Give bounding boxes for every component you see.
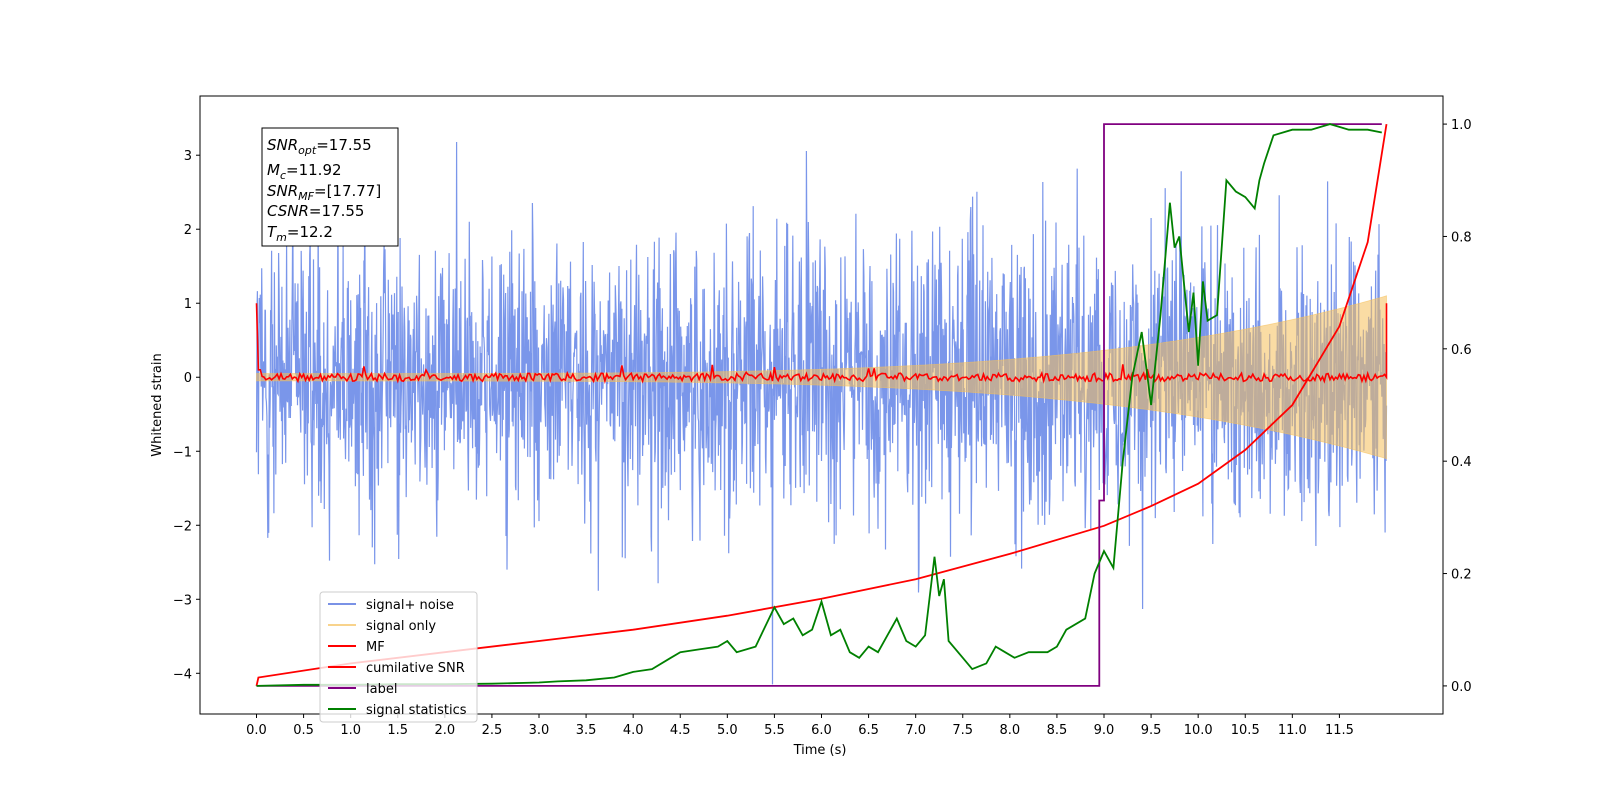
x-tick-label: 11.5	[1325, 723, 1354, 738]
y-axis-right: 1.0 0.8 0.6 0.4 0.2 0.0	[1443, 118, 1472, 695]
y2-tick-label: 0.6	[1451, 343, 1472, 358]
legend-label-mf: MF	[366, 640, 385, 655]
y-tick-label: 3	[184, 149, 192, 164]
annotation-box: SNRopt=17.55 Mc=11.92 SNRMF=[17.77] CSNR…	[261, 127, 399, 247]
x-tick-label: 9.0	[1094, 723, 1115, 738]
x-tick-label: 4.0	[623, 723, 644, 738]
y-tick-label: −2	[173, 519, 192, 534]
y-tick-label: −1	[173, 445, 192, 460]
x-tick-label: 6.5	[858, 723, 879, 738]
series-signal-noise	[255, 141, 1388, 685]
legend-label-signal-noise: signal+ noise	[366, 598, 454, 613]
y-tick-label: 1	[184, 297, 192, 312]
x-tick-label: 10.5	[1231, 723, 1260, 738]
annotation-snr-opt: SNRopt=17.55	[267, 136, 372, 157]
x-tick-label: 2.0	[434, 723, 455, 738]
x-tick-label: 0.0	[246, 723, 267, 738]
series-label	[256, 123, 1382, 687]
x-axis: 0.0 0.5 1.0 1.5 2.0 2.5 3.0 3.5 4.0 4.5 5.0 5.5 6.0 6…	[246, 714, 1354, 738]
annotation-csnr: CSNR=17.55	[267, 202, 364, 220]
x-tick-label: 0.5	[293, 723, 314, 738]
x-tick-label: 10.0	[1184, 723, 1213, 738]
y2-tick-label: 0.8	[1451, 230, 1472, 245]
y2-tick-label: 1.0	[1451, 118, 1472, 133]
annotation-tm: Tm=12.2	[267, 223, 333, 244]
series-signal-only	[256, 295, 1387, 460]
legend-label-cumulative-snr: cumilative SNR	[366, 661, 465, 676]
series-mf	[255, 303, 1388, 385]
y2-tick-label: 0.0	[1451, 680, 1472, 695]
x-tick-label: 3.5	[576, 723, 597, 738]
x-tick-label: 7.5	[952, 723, 973, 738]
x-tick-label: 3.0	[529, 723, 550, 738]
y-tick-label: 0	[184, 371, 192, 386]
x-tick-label: 5.5	[764, 723, 785, 738]
legend-frame	[319, 591, 478, 723]
x-tick-label: 1.5	[387, 723, 408, 738]
y2-tick-label: 0.4	[1451, 455, 1472, 470]
annotation-chirp-mass: Mc=11.92	[267, 161, 342, 182]
legend-label-label: label	[366, 682, 397, 697]
x-tick-label: 4.5	[670, 723, 691, 738]
legend: signal+ noise signal only MF cumilative …	[319, 591, 478, 723]
y-tick-label: −4	[173, 667, 192, 682]
x-tick-label: 9.5	[1141, 723, 1162, 738]
x-tick-label: 1.0	[340, 723, 361, 738]
legend-label-signal-statistics: signal statistics	[366, 703, 467, 718]
annotation-frame	[261, 127, 399, 247]
x-axis-label: Time (s)	[793, 743, 847, 758]
x-tick-label: 7.0	[905, 723, 926, 738]
x-tick-label: 5.0	[717, 723, 738, 738]
x-tick-label: 6.0	[811, 723, 832, 738]
x-tick-label: 8.5	[1047, 723, 1068, 738]
x-tick-label: 8.0	[999, 723, 1020, 738]
legend-label-signal-only: signal only	[366, 619, 436, 634]
y-axis-left: 3 2 1 0 −1 −2 −3 −4	[173, 149, 200, 682]
y-tick-label: 2	[184, 223, 192, 238]
annotation-snr-mf: SNRMF=[17.77]	[267, 182, 381, 203]
series-signal-statistics	[256, 123, 1382, 687]
x-tick-label: 2.5	[482, 723, 503, 738]
y-axis-label: Whitened strain	[150, 353, 165, 456]
x-tick-label: 11.0	[1278, 723, 1307, 738]
y-tick-label: −3	[173, 593, 192, 608]
y2-tick-label: 0.2	[1451, 568, 1472, 583]
